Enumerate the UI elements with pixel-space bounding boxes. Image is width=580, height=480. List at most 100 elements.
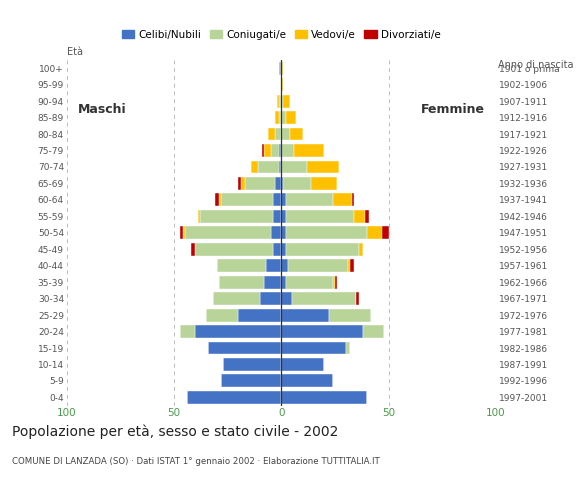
Bar <box>281 210 285 223</box>
Bar <box>307 160 339 173</box>
Bar <box>260 292 281 305</box>
Bar <box>284 177 311 190</box>
Bar <box>348 259 350 272</box>
Bar <box>382 227 389 239</box>
Bar <box>238 309 281 322</box>
Bar <box>200 210 273 223</box>
Bar <box>195 325 281 338</box>
Bar <box>285 276 333 288</box>
Bar <box>281 374 333 387</box>
Bar <box>311 177 337 190</box>
Bar <box>221 193 273 206</box>
Bar <box>279 160 281 173</box>
Bar <box>275 111 279 124</box>
Bar <box>219 193 221 206</box>
Bar <box>221 374 281 387</box>
Bar <box>281 144 294 157</box>
Bar <box>187 391 281 404</box>
Bar <box>285 227 367 239</box>
Bar <box>354 210 365 223</box>
Bar <box>180 325 195 338</box>
Bar <box>270 227 281 239</box>
Bar <box>262 144 264 157</box>
Text: COMUNE DI LANZADA (SO) · Dati ISTAT 1° gennaio 2002 · Elaborazione TUTTITALIA.IT: COMUNE DI LANZADA (SO) · Dati ISTAT 1° g… <box>12 457 379 466</box>
Bar <box>191 243 195 256</box>
Bar <box>281 95 284 108</box>
Bar <box>223 358 281 371</box>
Bar <box>251 160 258 173</box>
Bar <box>275 128 281 141</box>
Bar <box>281 78 284 91</box>
Bar <box>281 177 284 190</box>
Text: Maschi: Maschi <box>78 103 126 116</box>
Bar <box>219 276 264 288</box>
Text: Femmine: Femmine <box>421 103 485 116</box>
Bar <box>238 177 241 190</box>
Bar <box>281 391 367 404</box>
Bar <box>281 243 285 256</box>
Bar <box>285 243 358 256</box>
Bar <box>273 193 281 206</box>
Bar <box>180 227 183 239</box>
Bar <box>363 325 385 338</box>
Bar <box>281 259 288 272</box>
Bar <box>208 342 281 354</box>
Text: Età: Età <box>67 47 83 57</box>
Bar <box>281 325 363 338</box>
Bar <box>213 292 260 305</box>
Bar <box>241 177 245 190</box>
Bar <box>264 276 281 288</box>
Bar <box>281 292 292 305</box>
Bar <box>367 227 382 239</box>
Bar <box>335 276 337 288</box>
Bar <box>281 160 307 173</box>
Bar <box>264 144 270 157</box>
Bar <box>281 128 290 141</box>
Bar <box>245 177 275 190</box>
Bar <box>281 358 324 371</box>
Bar <box>288 259 348 272</box>
Bar <box>273 210 281 223</box>
Bar <box>281 276 285 288</box>
Bar <box>279 95 281 108</box>
Bar <box>198 210 200 223</box>
Bar <box>350 259 354 272</box>
Bar <box>328 309 371 322</box>
Bar <box>277 95 279 108</box>
Bar <box>294 144 324 157</box>
Bar <box>292 292 356 305</box>
Text: Anno di nascita: Anno di nascita <box>498 60 573 70</box>
Bar <box>358 243 363 256</box>
Bar <box>281 193 285 206</box>
Bar <box>356 292 358 305</box>
Bar <box>279 144 281 157</box>
Bar <box>206 309 238 322</box>
Bar <box>183 227 184 239</box>
Bar <box>285 111 296 124</box>
Text: Popolazione per età, sesso e stato civile - 2002: Popolazione per età, sesso e stato civil… <box>12 425 338 439</box>
Bar <box>184 227 270 239</box>
Legend: Celibi/Nubili, Coniugati/e, Vedovi/e, Divorziati/e: Celibi/Nubili, Coniugati/e, Vedovi/e, Di… <box>118 25 445 44</box>
Bar <box>365 210 369 223</box>
Bar <box>352 193 354 206</box>
Bar <box>284 95 290 108</box>
Bar <box>281 62 284 75</box>
Bar <box>215 193 219 206</box>
Bar <box>333 276 335 288</box>
Bar <box>290 128 303 141</box>
Bar <box>258 160 279 173</box>
Bar <box>273 243 281 256</box>
Bar <box>195 243 273 256</box>
Bar <box>269 128 275 141</box>
Bar <box>270 144 279 157</box>
Bar <box>346 342 350 354</box>
Bar <box>279 62 281 75</box>
Bar <box>281 227 285 239</box>
Bar <box>217 259 266 272</box>
Bar <box>275 177 281 190</box>
Bar <box>285 193 333 206</box>
Bar <box>279 111 281 124</box>
Bar <box>285 210 354 223</box>
Bar <box>281 309 328 322</box>
Bar <box>281 342 346 354</box>
